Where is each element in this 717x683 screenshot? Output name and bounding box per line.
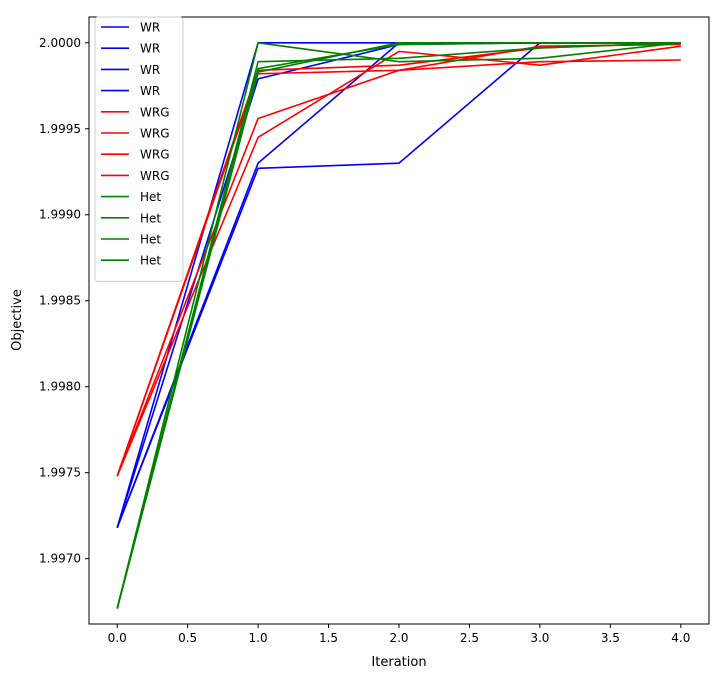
y-tick-label: 1.9975 <box>39 466 81 480</box>
plot-area <box>116 41 681 609</box>
legend-label: WRG <box>140 169 170 183</box>
series-line-het-9 <box>116 41 681 609</box>
y-axis: 1.9970 1.9975 1.9980 1.9985 1.9990 1.9995 2.00… <box>39 36 89 566</box>
x-axis: 0.0 0.5 1.0 1.5 2.0 2.5 3.0 3.5 4.0 <box>108 624 690 645</box>
y-tick-label: 1.9990 <box>39 208 81 222</box>
x-tick-label: 2.5 <box>460 631 479 645</box>
series-line-wrg-7 <box>116 43 681 477</box>
y-tick-label: 1.9970 <box>39 552 81 566</box>
y-tick-label: 2.0000 <box>39 36 81 50</box>
x-tick-label: 2.0 <box>389 631 408 645</box>
legend: WR WR WR WR WRG WRG WRG WRG Het Het Het Het <box>94 16 184 282</box>
y-tick-label: 1.9995 <box>39 122 81 136</box>
legend-label: Het <box>140 211 161 225</box>
legend-label: Het <box>140 233 161 247</box>
y-axis-label: Objective <box>10 289 25 351</box>
legend-label: WR <box>140 42 160 56</box>
x-tick-label: 3.0 <box>530 631 549 645</box>
series-line-het-10 <box>116 41 681 609</box>
y-tick-label: 1.9980 <box>39 380 81 394</box>
legend-label: WRG <box>140 127 170 141</box>
x-tick-label: 0.5 <box>178 631 197 645</box>
x-tick-label: 4.0 <box>671 631 690 645</box>
x-tick-label: 3.5 <box>601 631 620 645</box>
x-axis-label: Iteration <box>371 655 426 670</box>
legend-box <box>94 16 184 282</box>
x-tick-label: 1.0 <box>249 631 268 645</box>
legend-label: Het <box>140 254 161 268</box>
legend-label: WR <box>140 63 160 77</box>
series-line-het-11 <box>116 41 681 609</box>
series-line-het-12 <box>116 41 681 609</box>
legend-label: WRG <box>140 105 170 119</box>
legend-label: Het <box>140 190 161 204</box>
legend-label: WR <box>140 84 160 98</box>
x-tick-label: 0.0 <box>108 631 127 645</box>
legend-label: WRG <box>140 148 170 162</box>
y-tick-label: 1.9985 <box>39 294 81 308</box>
legend-label: WR <box>140 21 160 35</box>
x-tick-label: 1.5 <box>319 631 338 645</box>
